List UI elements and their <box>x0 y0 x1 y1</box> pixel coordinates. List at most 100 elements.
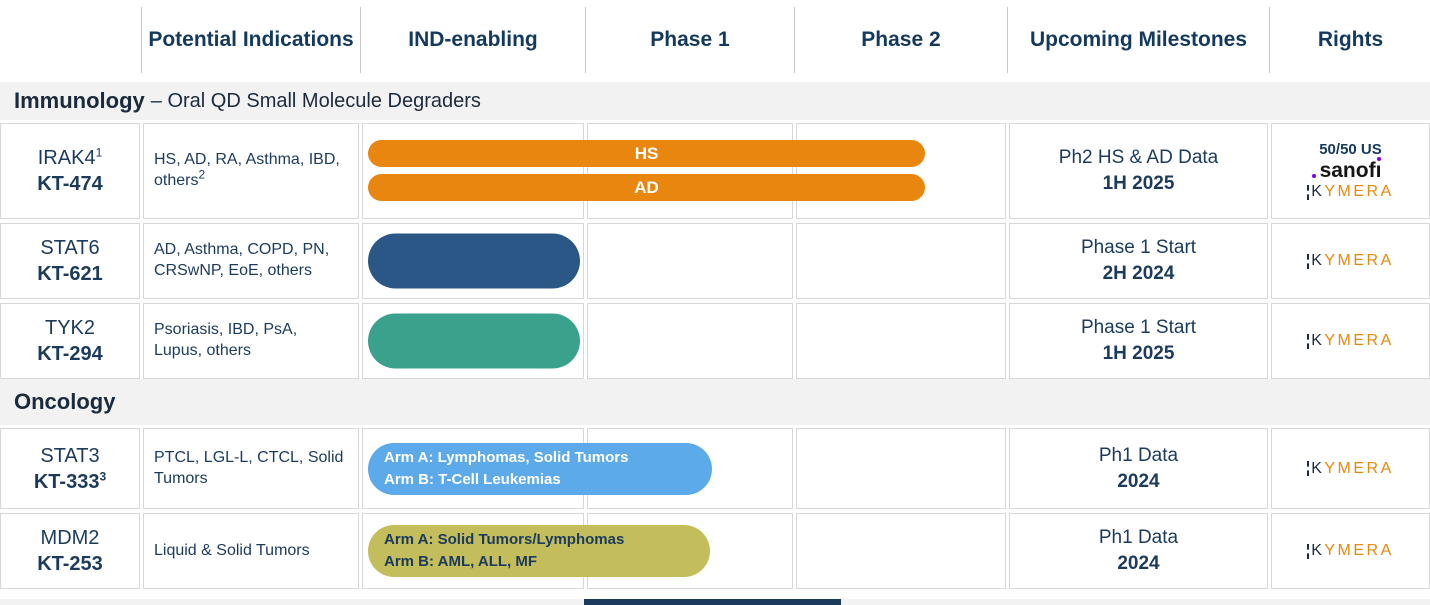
indications-cell: AD, Asthma, COPD, PN, CRSwNP, EoE, other… <box>143 223 359 299</box>
sanofi-logo: sanofı <box>1311 156 1381 182</box>
program-cell-mdm2: MDM2 KT-253 <box>0 513 140 589</box>
rights-cell: K YMERA <box>1271 223 1430 299</box>
milestone-line1: Phase 1 Start <box>1080 317 1197 339</box>
bar-arm-a: Arm A: Solid Tumors/Lymphomas <box>384 531 625 549</box>
phase-box-phase-1 <box>587 123 793 219</box>
table-row: TYK2 KT-294 Psoriasis, IBD, PsA, Lupus, … <box>0 303 1430 379</box>
section-oncology: Oncology <box>0 379 1430 425</box>
header-upcoming-milestones: Upcoming Milestones <box>1009 0 1270 80</box>
progress-bar-tyk2 <box>368 313 580 369</box>
indications-cell: Psoriasis, IBD, PsA, Lupus, others <box>143 303 359 379</box>
phase-box-phase-2 <box>796 428 1006 509</box>
header-rights: Rights <box>1317 27 1384 51</box>
header-blank <box>0 0 142 80</box>
milestone-line2: 2H 2024 <box>1102 263 1175 284</box>
header-potential-indications: Potential Indications <box>143 0 361 80</box>
indications-cell: HS, AD, RA, Asthma, IBD, others2 <box>143 123 359 219</box>
progress-bar-ad: AD <box>368 174 925 201</box>
table-row: STAT3 KT-3333 PTCL, LGL-L, CTCL, Solid T… <box>0 428 1430 509</box>
progress-bar-hs: HS <box>368 140 925 167</box>
program-code: KT-474 <box>37 173 103 195</box>
program-target: STAT6 <box>40 237 100 259</box>
program-code: KT-3333 <box>33 468 107 493</box>
bottom-accent-bar <box>584 599 841 605</box>
milestone-cell: Phase 1 Start 2H 2024 <box>1009 223 1268 299</box>
sanofi-i-dot <box>1376 156 1381 161</box>
program-target: IRAK41 <box>37 145 103 169</box>
rights-cell: K YMERA <box>1271 428 1430 509</box>
kymera-dash-icon <box>1307 184 1310 200</box>
program-cell-stat3: STAT3 KT-3333 <box>0 428 140 509</box>
progress-bar-mdm2: Arm A: Solid Tumors/Lymphomas Arm B: AML… <box>368 525 710 577</box>
kymera-dash-icon <box>1307 253 1310 269</box>
kymera-dash-icon <box>1307 543 1310 559</box>
phase-box-phase-2 <box>796 223 1006 299</box>
bar-arm-a: Arm A: Lymphomas, Solid Tumors <box>384 448 629 466</box>
phase-zone <box>362 223 1006 299</box>
program-target: STAT3 <box>40 444 100 467</box>
kymera-logo: K YMERA <box>1307 252 1394 270</box>
bar-arm-b: Arm B: T-Cell Leukemias <box>384 470 561 488</box>
section-immunology-title: Immunology <box>14 88 145 113</box>
progress-bar-stat3: Arm A: Lymphomas, Solid Tumors Arm B: T-… <box>368 442 712 495</box>
milestone-line1: Ph1 Data <box>1098 444 1179 466</box>
kymera-logo: K YMERA <box>1307 542 1394 560</box>
phase-zone: Arm A: Solid Tumors/Lymphomas Arm B: AML… <box>362 513 1006 589</box>
sanofi-purple-dot <box>1311 174 1316 179</box>
section-oncology-title: Oncology <box>14 389 116 414</box>
milestone-cell: Ph1 Data 2024 <box>1009 428 1268 509</box>
milestone-line2: 2024 <box>1117 470 1160 492</box>
program-cell-tyk2: TYK2 KT-294 <box>0 303 140 379</box>
phase-box-ind-enabling <box>362 123 584 219</box>
milestone-line1: Ph2 HS & AD Data <box>1058 147 1219 169</box>
phase-zone <box>362 303 1006 379</box>
program-code: KT-621 <box>37 263 103 285</box>
phase-box-phase-2 <box>796 123 1006 219</box>
program-target: MDM2 <box>40 527 100 549</box>
milestone-line2: 1H 2025 <box>1102 173 1175 194</box>
indications-cell: Liquid & Solid Tumors <box>143 513 359 589</box>
program-code: KT-253 <box>37 553 103 575</box>
phase-box-phase-2 <box>796 303 1006 379</box>
program-target: TYK2 <box>44 317 96 339</box>
table-header: Potential Indications IND-enabling Phase… <box>0 0 1430 80</box>
indications-cell: PTCL, LGL-L, CTCL, Solid Tumors <box>143 428 359 509</box>
bar-arm-b: Arm B: AML, ALL, MF <box>384 553 538 570</box>
phase-zone: Arm A: Lymphomas, Solid Tumors Arm B: T-… <box>362 428 1006 509</box>
milestone-cell: Phase 1 Start 1H 2025 <box>1009 303 1268 379</box>
rights-note: 50/50 US <box>1319 140 1382 158</box>
milestone-line1: Ph1 Data <box>1098 527 1179 549</box>
progress-bar-stat6 <box>368 233 580 289</box>
milestone-cell: Ph1 Data 2024 <box>1009 513 1268 589</box>
indications-text: HS, AD, RA, Asthma, IBD, others2 <box>154 151 340 189</box>
phase-zone: HS AD <box>362 123 1006 219</box>
header-ind-enabling: IND-enabling <box>362 0 586 80</box>
milestone-line2: 2024 <box>1117 553 1160 574</box>
rights-cell: K YMERA <box>1271 303 1430 379</box>
table-row: STAT6 KT-621 AD, Asthma, COPD, PN, CRSwN… <box>0 223 1430 299</box>
milestone-cell: Ph2 HS & AD Data 1H 2025 <box>1009 123 1268 219</box>
kymera-logo: K YMERA <box>1307 460 1394 478</box>
indications-text: Liquid & Solid Tumors <box>154 541 310 559</box>
kymera-logo: K YMERA <box>1307 183 1394 201</box>
header-phase-1: Phase 1 <box>587 0 795 80</box>
program-code: KT-294 <box>37 343 103 365</box>
program-cell-irak4: IRAK41 KT-474 <box>0 123 140 219</box>
indications-text: PTCL, LGL-L, CTCL, Solid Tumors <box>154 448 344 487</box>
rights-cell: 50/50 US sanofı K YMERA <box>1271 123 1430 219</box>
milestone-line1: Phase 1 Start <box>1080 237 1197 259</box>
kymera-dash-icon <box>1307 333 1310 349</box>
phase-box-phase-2 <box>796 513 1006 589</box>
program-cell-stat6: STAT6 KT-621 <box>0 223 140 299</box>
rights-cell: K YMERA <box>1271 513 1430 589</box>
phase-box-phase-1 <box>587 303 793 379</box>
table-row: MDM2 KT-253 Liquid & Solid Tumors Arm A:… <box>0 513 1430 589</box>
indications-text: AD, Asthma, COPD, PN, CRSwNP, EoE, other… <box>154 241 330 279</box>
table-row: IRAK41 KT-474 HS, AD, RA, Asthma, IBD, o… <box>0 123 1430 219</box>
section-immunology-subtitle: – Oral QD Small Molecule Degraders <box>150 89 481 112</box>
kymera-logo: K YMERA <box>1307 332 1394 350</box>
header-phase-2: Phase 2 <box>796 0 1008 80</box>
kymera-dash-icon <box>1307 461 1310 476</box>
phase-box-phase-1 <box>587 223 793 299</box>
